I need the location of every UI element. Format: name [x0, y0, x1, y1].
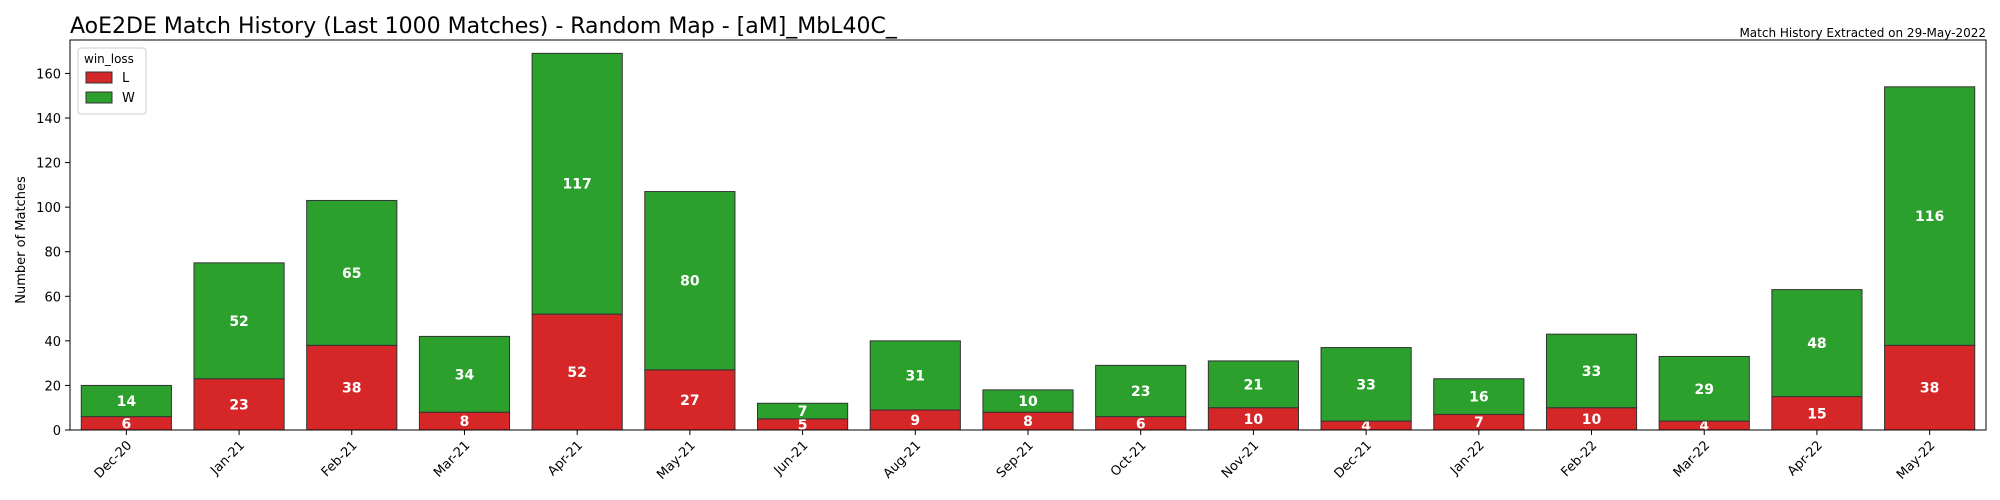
data-label: 48: [1807, 336, 1826, 352]
x-tick-label: Mar-21: [431, 438, 473, 480]
data-label: 21: [1244, 377, 1263, 393]
bar-w: [193, 262, 285, 380]
y-axis-label: Number of Matches: [14, 176, 29, 304]
x-tick-label: Oct-21: [1108, 438, 1150, 480]
bar-l: [531, 313, 623, 431]
legend-label-w: W: [122, 91, 135, 106]
y-tick-label: 160: [36, 67, 61, 82]
data-label: 23: [229, 397, 248, 413]
data-label: 10: [1244, 412, 1264, 428]
x-tick-label: Jun-21: [771, 438, 812, 479]
y-tick-label: 20: [44, 379, 61, 394]
data-label: 7: [798, 404, 808, 420]
data-label: 7: [1474, 415, 1484, 431]
bar-l: [644, 369, 736, 431]
data-label: 65: [342, 266, 361, 282]
x-tick-label: Dec-21: [1332, 438, 1375, 481]
y-tick-label: 100: [36, 201, 61, 216]
legend-swatch-w: [85, 91, 113, 104]
x-tick-label: Nov-21: [1219, 438, 1262, 481]
y-tick-label: 60: [44, 290, 61, 305]
bar-w: [644, 191, 736, 371]
y-tick-label: 40: [44, 335, 61, 350]
x-tick-label: May-21: [654, 438, 698, 482]
bar-w: [1207, 360, 1299, 409]
bar-w: [1320, 347, 1412, 422]
y-tick-label: 140: [36, 112, 61, 127]
bar-w: [1658, 355, 1750, 422]
data-label: 117: [563, 177, 592, 193]
bar-w: [418, 335, 511, 413]
data-label: 4: [1361, 419, 1371, 435]
x-tick-label: Aug-21: [881, 438, 925, 482]
bar-w: [982, 389, 1074, 413]
bar-w: [1095, 364, 1187, 418]
bar-w: [1771, 289, 1863, 398]
x-tick-label: Feb-22: [1558, 438, 1600, 480]
data-label: 8: [1023, 414, 1033, 430]
x-tick-label: May-22: [1894, 438, 1938, 482]
x-tick-label: Mar-22: [1671, 438, 1713, 480]
bar-w: [80, 384, 172, 418]
x-tick-label: Feb-21: [319, 438, 361, 480]
legend-label-l: L: [122, 71, 130, 86]
bar-l: [306, 344, 398, 431]
legend-title: win_loss: [84, 52, 134, 66]
data-label: 33: [1582, 364, 1601, 380]
data-label: 33: [1356, 377, 1375, 393]
data-label: 4: [1699, 419, 1709, 435]
data-label: 6: [121, 416, 131, 432]
data-label: 23: [1131, 384, 1150, 400]
data-label: 52: [229, 314, 248, 330]
data-label: 34: [455, 367, 475, 383]
legend: win_loss LW: [77, 47, 147, 115]
x-tick-label: Jan-21: [207, 438, 248, 479]
x-tick-label: Apr-22: [1785, 438, 1826, 479]
data-label: 15: [1807, 406, 1826, 422]
data-label: 29: [1694, 382, 1713, 398]
y-tick-label: 0: [53, 424, 61, 439]
bar-w: [1884, 86, 1976, 346]
bar-w: [1545, 333, 1638, 409]
plot-frame: [69, 39, 1987, 431]
x-tick-label: Jan-22: [1447, 438, 1488, 479]
legend-swatch-l: [85, 71, 113, 84]
bar-w: [1433, 378, 1525, 415]
data-label: 31: [906, 368, 925, 384]
data-label: 5: [798, 417, 808, 433]
data-label: 9: [910, 413, 920, 429]
data-label: 52: [567, 365, 586, 381]
data-label: 10: [1018, 394, 1038, 410]
y-tick-label: 120: [36, 157, 61, 172]
data-label: 38: [1920, 381, 1939, 397]
data-label: 8: [460, 414, 470, 430]
bar-w: [531, 52, 623, 315]
data-label: 16: [1469, 390, 1488, 406]
data-label: 116: [1915, 209, 1944, 225]
data-label: 10: [1582, 412, 1602, 428]
data-label: 80: [680, 274, 700, 290]
y-tick-label: 80: [44, 246, 61, 261]
data-label: 6: [1136, 416, 1146, 432]
bar-w: [306, 199, 398, 346]
x-tick-label: Apr-21: [545, 438, 586, 479]
x-tick-label: Sep-21: [994, 438, 1037, 481]
chart-title: AoE2DE Match History (Last 1000 Matches)…: [70, 14, 898, 39]
chart-subtitle: Match History Extracted on 29-May-2022: [1739, 26, 1986, 40]
x-tick-label: Dec-20: [92, 438, 135, 481]
plot-area: 0 20 40 60 80 100 120 140 160 6 14 Dec-20 23 52 Jan-21…: [36, 52, 1976, 483]
data-label: 38: [342, 381, 361, 397]
data-label: 27: [680, 393, 699, 409]
data-label: 14: [117, 394, 137, 410]
bar-w: [869, 340, 961, 411]
bar-w: [757, 402, 849, 420]
